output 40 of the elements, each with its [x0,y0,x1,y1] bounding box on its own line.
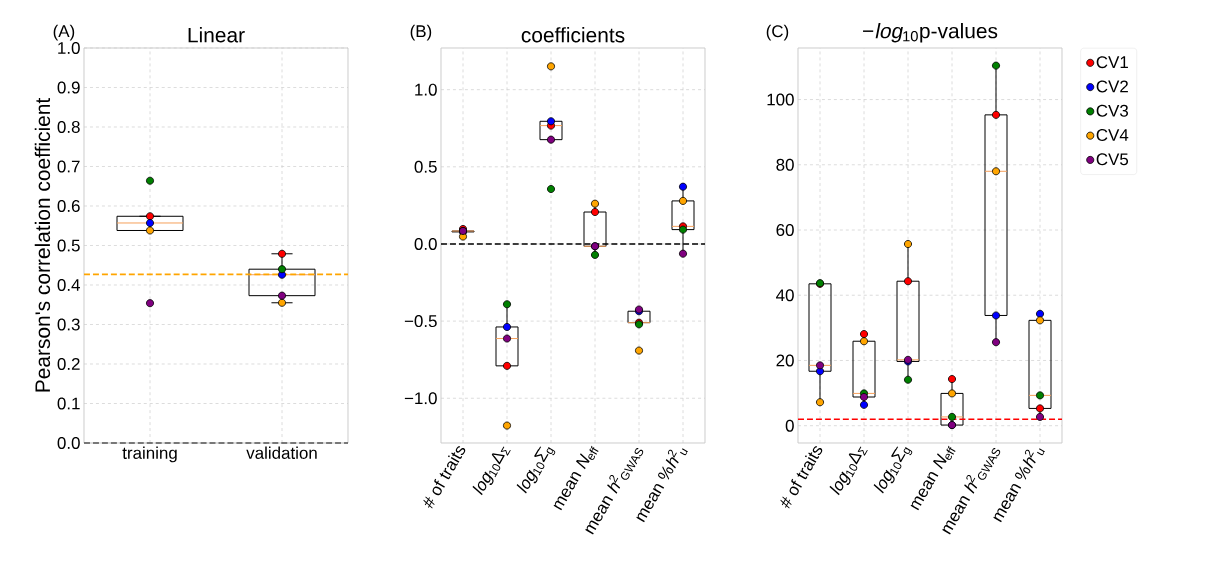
y-tick-label: 60 [776,224,794,236]
y-tick-label: 1.0 [58,42,80,54]
y-tick-label: 40 [776,289,794,302]
legend-label: CV3 [1096,104,1129,117]
x-tick-label: log$_{10}$Σ̄$_{g}$ [873,446,913,494]
text: (B) [410,24,432,41]
text: (C) [766,24,789,41]
x-tick-label: log$_{10}$Σ̄$_{g}$ [516,446,556,494]
y-tick-label: 0.9 [57,81,80,94]
x-tick-label: log$_{10}$Δ$_{Σ}$ [829,446,868,496]
y-tick-label: 0.0 [414,237,437,250]
legend-label: CV4 [1096,129,1129,141]
legend-label: CV5 [1096,153,1129,166]
chart-title: Linear [188,27,245,43]
y-tick-label: 0.7 [57,160,80,173]
y-tick-label: 0 [785,419,794,432]
y-tick-label: 0.3 [57,318,80,331]
y-tick-label: 0.5 [414,160,437,173]
x-tick-label: validation [246,446,317,459]
y-tick-label: −0.5 [404,315,437,328]
y-tick-label: 0.0 [57,437,80,449]
y-tick-label: 1.0 [415,83,437,96]
x-tick-label: training [122,446,177,463]
y-tick-label: −1.0 [404,392,437,405]
y-tick-label: 20 [776,354,794,367]
y-tick-label: 0.2 [57,358,80,370]
chart-title: −log$_{10}$p-values [863,22,998,43]
y-tick-label: 0.6 [57,200,80,212]
x-tick-label: log$_{10}$Δ$_{Σ}$ [472,446,511,496]
y-tick-label: 100 [767,93,794,106]
y-tick-label: 0.8 [57,121,80,133]
legend-label: CV1 [1096,56,1128,69]
legend-label: CV2 [1096,80,1128,93]
text: (A) [53,24,75,41]
chart-title: coefficients [521,27,625,43]
y-axis-title: Pearson's correlation coefficient [34,97,51,392]
y-tick-label: 0.4 [57,279,80,291]
y-tick-label: 0.5 [57,239,80,252]
y-tick-label: 80 [776,158,794,171]
y-tick-label: 0.1 [57,397,80,410]
